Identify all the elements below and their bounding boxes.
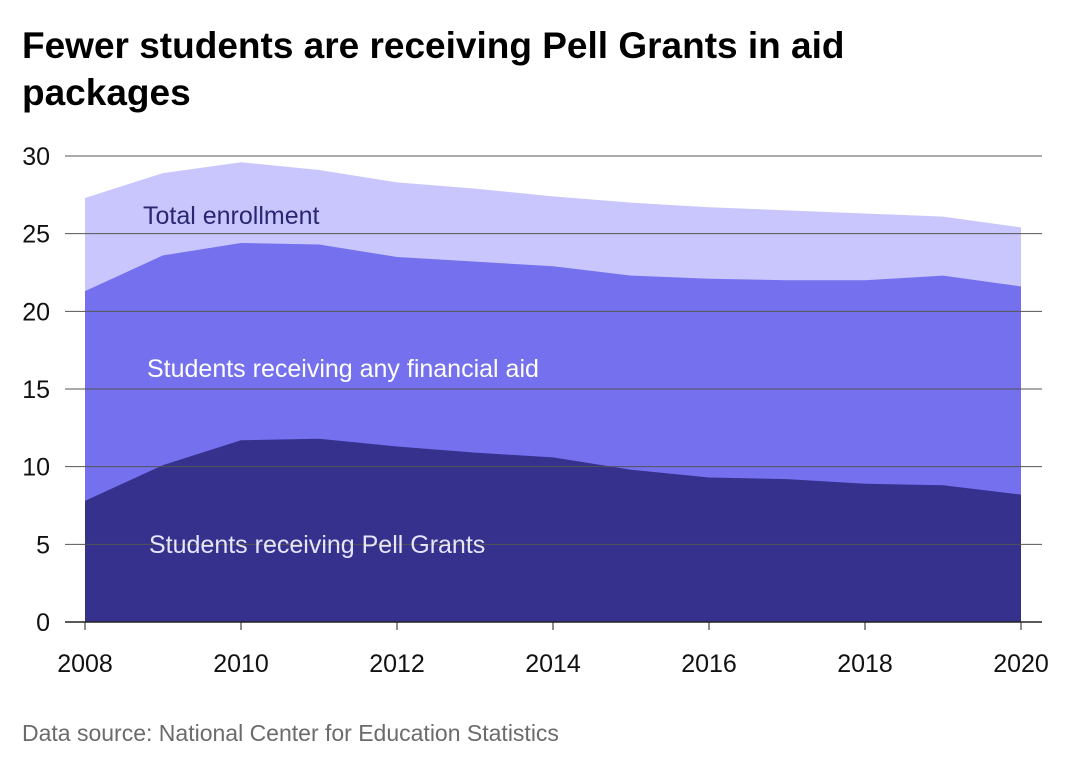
area-2: [85, 438, 1021, 622]
y-tick-label: 20: [22, 298, 50, 326]
x-tick-label: 2008: [57, 650, 113, 678]
data-source: Data source: National Center for Educati…: [22, 720, 559, 746]
y-tick-label: 30: [22, 143, 50, 171]
x-tick-label: 2018: [837, 650, 893, 678]
y-tick-label: 0: [36, 609, 50, 637]
x-tick-label: 2016: [681, 650, 737, 678]
x-tick-label: 2020: [993, 650, 1049, 678]
series-label: Students receiving any financial aid: [147, 355, 539, 383]
y-tick-label: 10: [22, 454, 50, 482]
series-label: Students receiving Pell Grants: [149, 531, 485, 559]
y-tick-label: 25: [22, 221, 50, 249]
x-tick-label: 2014: [525, 650, 581, 678]
y-tick-label: 15: [22, 376, 50, 404]
y-tick-label: 5: [36, 531, 50, 559]
series-label: Total enrollment: [143, 202, 320, 230]
x-tick-label: 2010: [213, 650, 269, 678]
x-tick-label: 2012: [369, 650, 425, 678]
chart-title: Fewer students are receiving Pell Grants…: [22, 25, 845, 113]
